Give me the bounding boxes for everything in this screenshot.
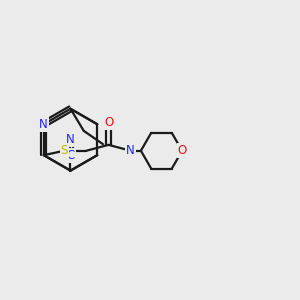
Text: O: O	[104, 116, 113, 129]
Text: S: S	[61, 144, 68, 157]
Text: N: N	[39, 118, 48, 131]
Text: C: C	[66, 149, 75, 162]
Text: N: N	[66, 133, 75, 146]
Text: N: N	[126, 144, 135, 157]
Text: O: O	[178, 144, 187, 157]
